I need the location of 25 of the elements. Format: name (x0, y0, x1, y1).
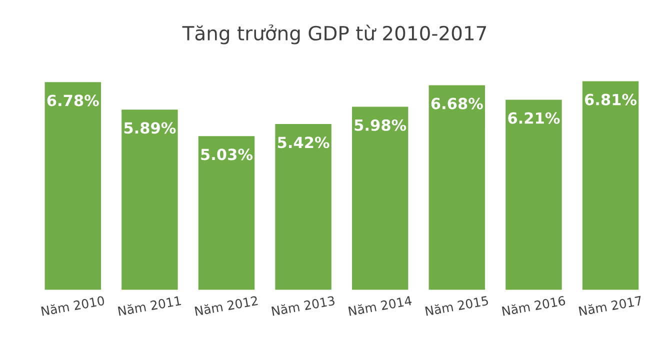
bar (581, 80, 640, 290)
bar (350, 105, 410, 290)
x-tick-label: Năm 2012 (194, 296, 258, 316)
data-label: 5.89% (124, 122, 176, 134)
bar (120, 108, 180, 290)
x-tick-label: Năm 2013 (271, 295, 335, 316)
bar (43, 80, 102, 290)
bar (427, 84, 486, 290)
data-label: 5.03% (201, 148, 253, 160)
x-tick-label: Năm 2014 (348, 295, 412, 316)
data-label: 6.78% (47, 94, 99, 106)
bar (274, 122, 333, 290)
bar (196, 134, 256, 290)
x-tick-label: Năm 2017 (578, 295, 642, 316)
data-label: 5.98% (354, 119, 406, 131)
x-tick-label: Năm 2015 (425, 295, 488, 316)
data-label: 6.21% (508, 112, 560, 124)
bar (504, 98, 564, 290)
x-tick-label: Năm 2010 (41, 295, 105, 316)
chart-title: Tăng trưởng GDP từ 2010-2017 (182, 24, 486, 44)
data-label: 6.81% (584, 94, 637, 106)
data-label: 5.42% (278, 136, 330, 148)
data-label: 6.68% (431, 98, 483, 110)
x-tick-label: Năm 2011 (118, 295, 182, 316)
x-tick-label: Năm 2016 (502, 295, 566, 316)
